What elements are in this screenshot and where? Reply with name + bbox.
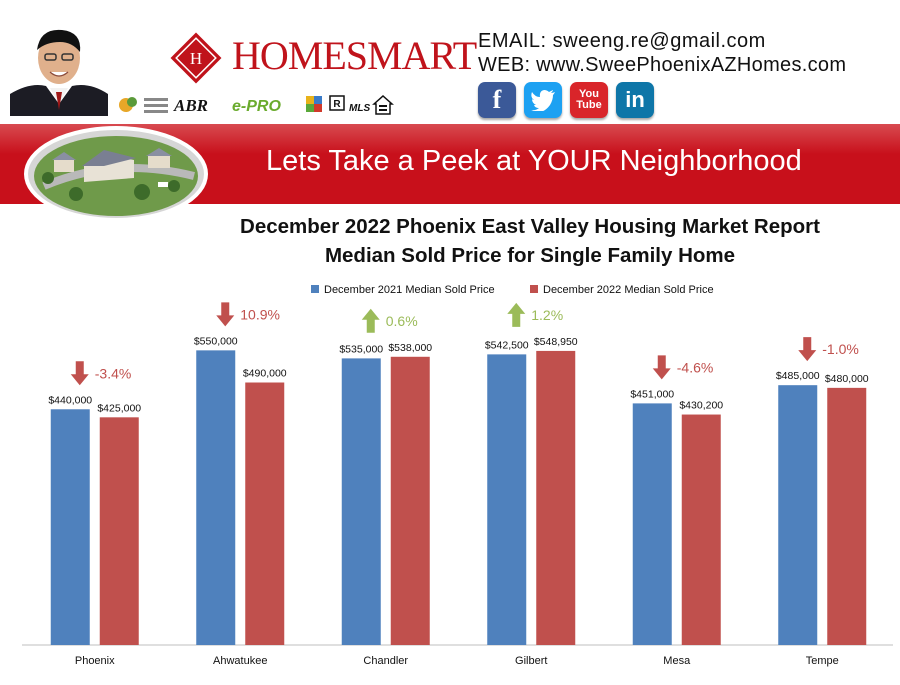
neighborhood-image xyxy=(24,126,214,226)
change-label-tempe: -1.0% xyxy=(822,341,859,357)
change-arrow-down-icon xyxy=(216,302,235,327)
equal-housing-icon xyxy=(372,94,394,115)
bar-gilbert-2022 xyxy=(536,350,576,645)
category-label-ahwatukee: Ahwatukee xyxy=(213,655,267,667)
data-label-mesa-2021: $451,000 xyxy=(630,388,674,400)
change-label-chandler: 0.6% xyxy=(386,313,418,329)
bar-chart: December 2021 Median Sold Price December… xyxy=(22,284,893,667)
homesmart-logo-icon: H xyxy=(168,30,224,86)
bar-mesa-2021 xyxy=(632,403,672,645)
data-label-mesa-2022: $430,200 xyxy=(679,400,723,412)
facebook-icon[interactable]: f xyxy=(478,82,516,118)
change-label-mesa: -4.6% xyxy=(677,359,714,375)
linkedin-icon[interactable]: in xyxy=(616,82,654,118)
data-label-gilbert-2022: $548,950 xyxy=(534,336,578,348)
bar-phoenix-2022 xyxy=(99,417,139,645)
abr-badge: ABR xyxy=(173,96,208,115)
category-label-phoenix: Phoenix xyxy=(75,655,115,667)
diversity-icon xyxy=(306,96,322,112)
change-arrow-down-icon xyxy=(70,361,89,386)
change-arrow-down-icon xyxy=(798,337,817,362)
change-label-ahwatukee: 10.9% xyxy=(240,306,280,322)
mls-badge: MLS xyxy=(349,103,370,114)
bar-chandler-2021 xyxy=(341,358,381,645)
graduate-realtor-institute-icon xyxy=(119,97,168,113)
data-label-chandler-2021: $535,000 xyxy=(339,343,383,355)
chart-legend: December 2021 Median Sold Price December… xyxy=(311,284,714,296)
data-label-ahwatukee-2021: $550,000 xyxy=(194,335,238,347)
bar-tempe-2021 xyxy=(778,385,818,645)
category-label-gilbert: Gilbert xyxy=(515,655,547,667)
bar-chandler-2022 xyxy=(390,356,430,645)
data-label-gilbert-2021: $542,500 xyxy=(485,339,529,351)
change-arrow-up-icon xyxy=(507,302,526,327)
brand-name: HOMESMART xyxy=(232,33,477,78)
change-arrow-down-icon xyxy=(652,355,671,380)
certification-badges: ABR e-PRO R MLS xyxy=(118,92,398,118)
svg-text:R: R xyxy=(333,99,341,110)
chart-subtitle: Median Sold Price for Single Family Home xyxy=(324,244,736,267)
data-label-phoenix-2021: $440,000 xyxy=(48,394,92,406)
twitter-icon[interactable] xyxy=(524,82,562,118)
bar-phoenix-2021 xyxy=(50,409,90,645)
change-arrow-up-icon xyxy=(361,308,380,333)
chart-title: December 2022 Phoenix East Valley Housin… xyxy=(240,215,820,238)
contact-website[interactable]: WEB: www.SweePhoenixAZHomes.com xyxy=(478,54,847,76)
legend-label-2022: December 2022 Median Sold Price xyxy=(543,284,714,296)
bar-tempe-2022 xyxy=(827,387,867,645)
bar-ahwatukee-2022 xyxy=(245,382,285,645)
bar-mesa-2022 xyxy=(681,414,721,645)
data-label-tempe-2021: $485,000 xyxy=(776,370,820,382)
category-label-chandler: Chandler xyxy=(363,655,408,667)
change-label-gilbert: 1.2% xyxy=(531,307,563,323)
banner-title: Lets Take a Peek at YOUR Neighborhood xyxy=(266,145,802,177)
bar-ahwatukee-2021 xyxy=(196,350,236,645)
contact-email[interactable]: EMAIL: sweeng.re@gmail.com xyxy=(478,30,766,52)
data-label-phoenix-2022: $425,000 xyxy=(97,402,141,414)
bar-gilbert-2021 xyxy=(487,354,527,645)
data-label-ahwatukee-2022: $490,000 xyxy=(243,368,287,380)
realtor-r-icon: R xyxy=(329,95,345,111)
epro-badge: e-PRO xyxy=(232,98,281,115)
data-label-chandler-2022: $538,000 xyxy=(388,342,432,354)
change-label-phoenix: -3.4% xyxy=(95,365,132,381)
category-label-mesa: Mesa xyxy=(663,655,691,667)
legend-swatch-2022 xyxy=(530,285,538,293)
category-label-tempe: Tempe xyxy=(806,655,839,667)
svg-text:H: H xyxy=(190,49,202,68)
legend-swatch-2021 xyxy=(311,285,319,293)
youtube-icon[interactable]: You Tube xyxy=(570,82,608,118)
agent-photo xyxy=(10,20,108,116)
legend-label-2021: December 2021 Median Sold Price xyxy=(324,284,495,296)
data-label-tempe-2022: $480,000 xyxy=(825,373,869,385)
